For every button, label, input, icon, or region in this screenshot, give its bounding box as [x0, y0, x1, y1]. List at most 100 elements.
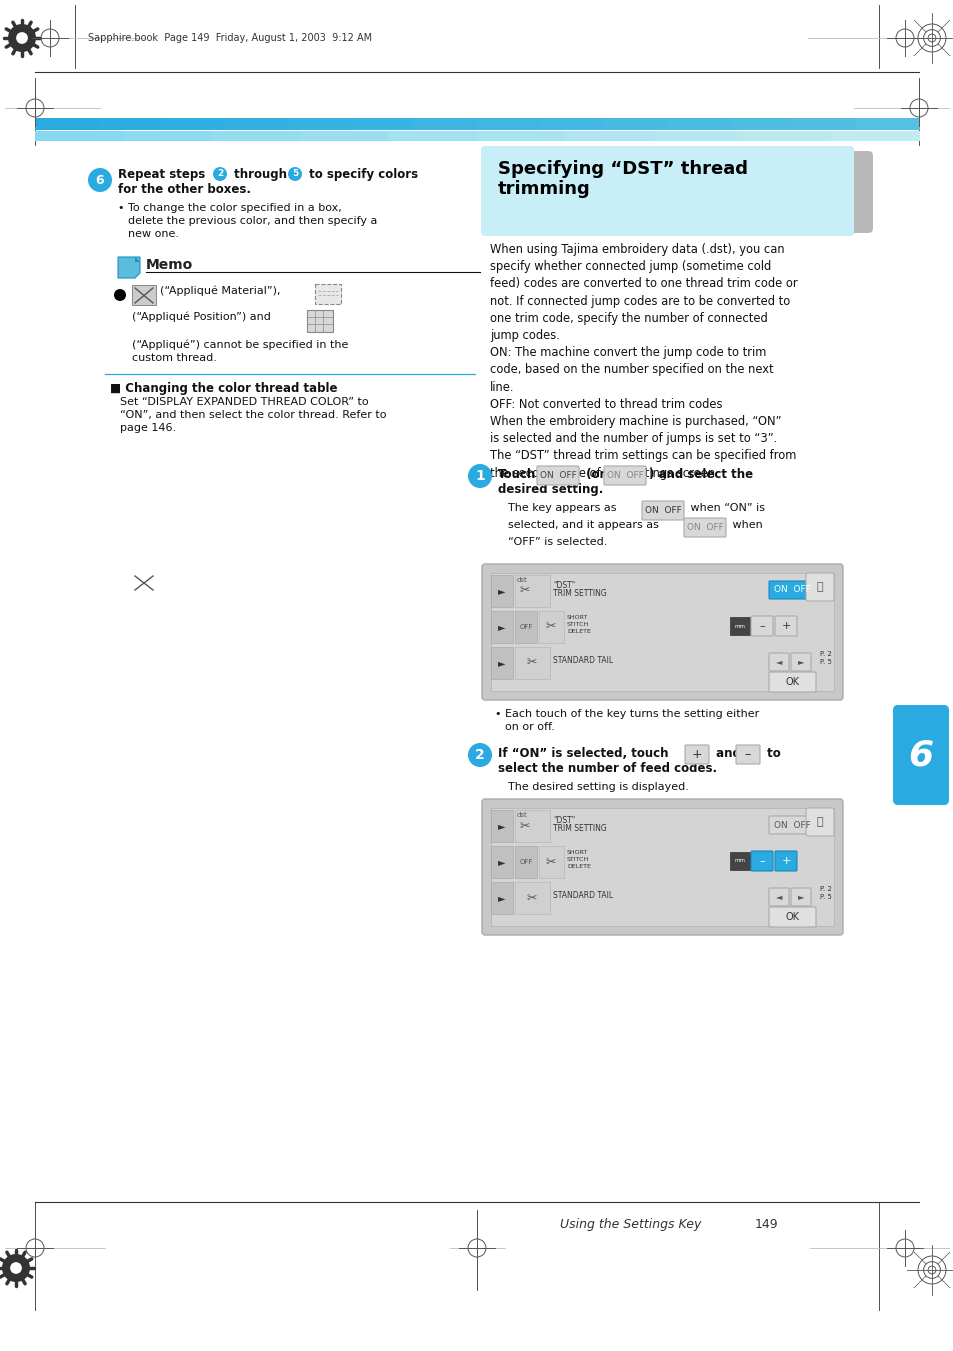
- Text: ►: ►: [797, 893, 803, 901]
- FancyBboxPatch shape: [481, 563, 842, 700]
- Text: page 146.: page 146.: [120, 423, 176, 434]
- Text: The key appears as: The key appears as: [507, 503, 616, 513]
- Text: mm: mm: [734, 624, 744, 628]
- Text: ✂: ✂: [526, 657, 537, 670]
- FancyBboxPatch shape: [641, 501, 683, 520]
- Text: ✂: ✂: [545, 620, 556, 634]
- Text: ON  OFF: ON OFF: [686, 523, 722, 532]
- Text: 📷: 📷: [816, 817, 822, 827]
- Text: ON  OFF: ON OFF: [773, 820, 810, 830]
- Text: P. 2: P. 2: [820, 651, 831, 657]
- Text: SHORT: SHORT: [566, 850, 588, 855]
- Text: ►: ►: [497, 658, 505, 667]
- FancyBboxPatch shape: [750, 616, 772, 636]
- Text: ✂: ✂: [519, 585, 530, 597]
- Text: P. 2: P. 2: [820, 886, 831, 892]
- Text: –: –: [759, 857, 764, 866]
- FancyBboxPatch shape: [774, 616, 796, 636]
- Bar: [515, 611, 537, 643]
- Text: to specify colors: to specify colors: [305, 168, 417, 181]
- Text: ■ Changing the color thread table: ■ Changing the color thread table: [110, 382, 337, 394]
- Text: • Each touch of the key turns the setting either: • Each touch of the key turns the settin…: [495, 709, 759, 719]
- Bar: [855, 118, 919, 130]
- FancyBboxPatch shape: [790, 888, 810, 907]
- Bar: [491, 808, 833, 925]
- FancyBboxPatch shape: [683, 517, 725, 536]
- Circle shape: [468, 463, 492, 488]
- Bar: [515, 647, 550, 680]
- Text: OFF: OFF: [518, 859, 532, 865]
- Bar: [491, 611, 513, 643]
- Text: ►: ►: [497, 857, 505, 867]
- Bar: [729, 852, 749, 870]
- Bar: [491, 811, 513, 842]
- Circle shape: [113, 289, 126, 301]
- Text: “ON”, and then select the color thread. Refer to: “ON”, and then select the color thread. …: [120, 409, 386, 420]
- Polygon shape: [118, 257, 140, 278]
- Bar: [602, 118, 667, 130]
- Text: ON  OFF: ON OFF: [606, 471, 642, 480]
- Text: 6: 6: [95, 173, 104, 186]
- Text: ►: ►: [797, 658, 803, 666]
- Bar: [830, 131, 919, 141]
- Text: ✂: ✂: [526, 892, 537, 905]
- Text: (or: (or: [581, 467, 605, 481]
- Text: +: +: [781, 857, 790, 866]
- Bar: [729, 118, 793, 130]
- Bar: [35, 118, 99, 130]
- Text: TRIM SETTING: TRIM SETTING: [553, 589, 606, 598]
- Circle shape: [468, 743, 492, 767]
- Bar: [132, 285, 156, 305]
- Text: • To change the color specified in a box,: • To change the color specified in a box…: [118, 203, 341, 213]
- Text: STITCH: STITCH: [566, 621, 589, 627]
- Bar: [414, 118, 477, 130]
- Text: select the number of feed codes.: select the number of feed codes.: [497, 762, 717, 775]
- Circle shape: [2, 1254, 30, 1282]
- FancyBboxPatch shape: [824, 151, 872, 232]
- Bar: [35, 131, 124, 141]
- Bar: [515, 882, 550, 915]
- Text: “OFF” is selected.: “OFF” is selected.: [507, 536, 607, 547]
- Text: desired setting.: desired setting.: [497, 484, 602, 496]
- Text: "DST": "DST": [553, 816, 575, 825]
- Bar: [351, 118, 415, 130]
- FancyBboxPatch shape: [768, 816, 815, 834]
- Circle shape: [8, 24, 36, 51]
- Text: ►: ►: [497, 621, 505, 632]
- FancyBboxPatch shape: [750, 851, 772, 871]
- Text: trimming: trimming: [497, 180, 590, 199]
- Text: new one.: new one.: [128, 230, 179, 239]
- FancyBboxPatch shape: [805, 573, 833, 601]
- Bar: [538, 846, 563, 878]
- Text: for the other boxes.: for the other boxes.: [118, 182, 251, 196]
- Text: STANDARD TAIL: STANDARD TAIL: [553, 892, 613, 900]
- Text: (“Appliqué Material”),: (“Appliqué Material”),: [160, 286, 280, 296]
- Text: Using the Settings Key: Using the Settings Key: [559, 1219, 700, 1231]
- Text: Repeat steps: Repeat steps: [118, 168, 209, 181]
- Text: custom thread.: custom thread.: [132, 353, 216, 363]
- Text: ►: ►: [497, 821, 505, 831]
- Text: 2: 2: [475, 748, 484, 762]
- Text: Specifying “DST” thread: Specifying “DST” thread: [497, 159, 747, 178]
- FancyBboxPatch shape: [735, 744, 760, 765]
- Bar: [388, 131, 477, 141]
- Text: when: when: [728, 520, 762, 530]
- Text: 5: 5: [292, 169, 297, 178]
- FancyBboxPatch shape: [481, 798, 842, 935]
- Text: to: to: [762, 747, 780, 761]
- Bar: [491, 573, 833, 690]
- Bar: [565, 131, 654, 141]
- FancyBboxPatch shape: [603, 466, 645, 485]
- Text: OK: OK: [784, 912, 799, 921]
- Text: and: and: [711, 747, 740, 761]
- Bar: [741, 131, 831, 141]
- Text: 149: 149: [754, 1219, 778, 1231]
- Text: OFF: OFF: [518, 624, 532, 630]
- Bar: [666, 118, 730, 130]
- Text: ON  OFF: ON OFF: [644, 507, 680, 515]
- Bar: [792, 118, 856, 130]
- Text: ) and select the: ) and select the: [648, 467, 752, 481]
- FancyBboxPatch shape: [768, 907, 815, 927]
- Bar: [314, 284, 340, 304]
- Text: 📷: 📷: [816, 582, 822, 592]
